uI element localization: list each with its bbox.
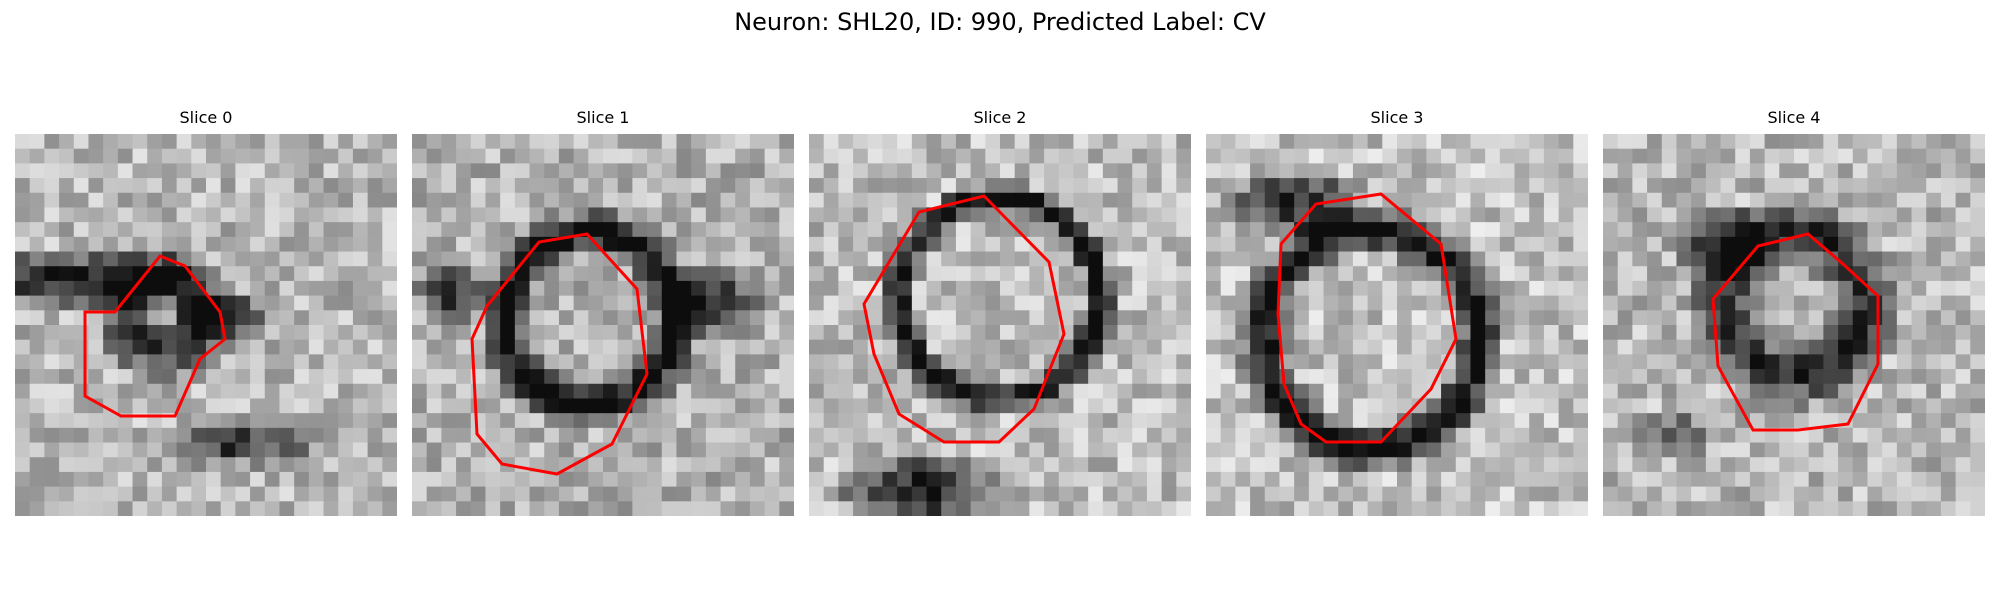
- segmentation-contour: [1711, 232, 1880, 432]
- segmentation-contour: [470, 232, 649, 476]
- slice-panel-2: Slice 2: [809, 108, 1191, 516]
- slice-panel-0: Slice 0: [15, 108, 397, 516]
- slice-panel-1: Slice 1: [412, 108, 794, 516]
- slice-title: Slice 1: [576, 108, 630, 127]
- slice-image: [412, 134, 794, 516]
- slice-panel-3: Slice 3: [1206, 108, 1588, 516]
- segmentation-contour: [83, 254, 227, 418]
- segmentation-contour: [1276, 192, 1458, 444]
- slice-image: [15, 134, 397, 516]
- slice-panel-4: Slice 4: [1603, 108, 1985, 516]
- slice-title: Slice 3: [1370, 108, 1424, 127]
- slice-image: [1603, 134, 1985, 516]
- slice-title: Slice 4: [1767, 108, 1821, 127]
- slice-title: Slice 2: [973, 108, 1027, 127]
- slice-title: Slice 0: [179, 108, 233, 127]
- slice-image: [1206, 134, 1588, 516]
- slice-image: [809, 134, 1191, 516]
- figure-title: Neuron: SHL20, ID: 990, Predicted Label:…: [734, 8, 1266, 36]
- segmentation-contour: [862, 194, 1066, 444]
